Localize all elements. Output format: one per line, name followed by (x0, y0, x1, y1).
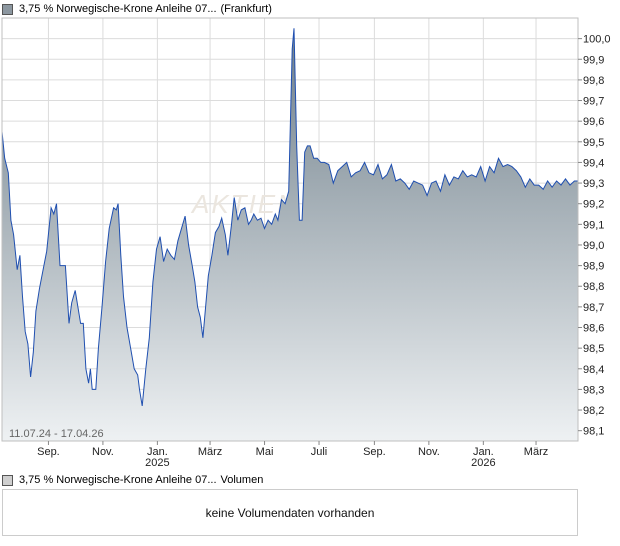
y-tick-label: 99,1 (583, 219, 604, 231)
volume-panel: keine Volumendaten vorhanden (2, 489, 578, 536)
volume-legend: 3,75 % Norwegische-Krone Anleihe 07... V… (2, 473, 263, 487)
y-tick-label: 98,8 (583, 281, 604, 293)
y-tick-label: 99,6 (583, 116, 604, 128)
x-year-label: 2025 (145, 457, 169, 469)
y-axis-ticks: 100,0 99,9 99,8 99,7 99,6 99,5 99,4 99,3 99,2 99,… (578, 34, 611, 438)
x-tick-label: Juli (311, 446, 328, 458)
no-volume-message: keine Volumendaten vorhanden (205, 505, 375, 520)
y-tick-label: 98,5 (583, 343, 604, 355)
y-tick-label: 98,2 (583, 405, 604, 417)
x-tick-label: März (524, 446, 548, 458)
x-tick-label: Nov. (92, 446, 114, 458)
y-tick-label: 98,4 (583, 364, 604, 376)
y-tick-label: 98,6 (583, 323, 604, 335)
volume-suffix-label: Volumen (220, 474, 264, 486)
price-line (1, 28, 578, 406)
x-tick-label: Jan. (147, 446, 168, 458)
x-tick-label: Jan. (473, 446, 494, 458)
y-tick-label: 99,2 (583, 199, 604, 211)
x-year-label: 2026 (471, 457, 495, 469)
y-tick-label: 99,8 (583, 75, 604, 87)
exchange-label: (Frankfurt) (220, 3, 272, 15)
y-tick-label: 99,4 (583, 157, 604, 169)
y-tick-label: 100,0 (583, 34, 611, 46)
plot-frame (1, 17, 579, 442)
y-tick-label: 98,1 (583, 426, 604, 438)
price-area (2, 28, 578, 442)
x-tick-label: März (198, 446, 222, 458)
x-tick-label: Sep. (363, 446, 386, 458)
y-tick-label: 98,7 (583, 302, 604, 314)
main-series-label: 3,75 % Norwegische-Krone Anleihe 07... (19, 3, 217, 15)
y-tick-label: 98,3 (583, 384, 604, 396)
y-tick-label: 99,9 (583, 54, 604, 66)
volume-series-label: 3,75 % Norwegische-Krone Anleihe 07... (19, 474, 217, 486)
main-series-swatch (2, 3, 13, 15)
x-tick-label: Mai (256, 446, 274, 458)
y-tick-label: 99,5 (583, 137, 604, 149)
x-tick-label: Nov. (418, 446, 440, 458)
y-tick-label: 99,3 (583, 178, 604, 190)
y-tick-label: 98,9 (583, 261, 604, 273)
main-chart-legend: 3,75 % Norwegische-Krone Anleihe 07... (… (2, 2, 272, 16)
y-tick-label: 99,7 (583, 96, 604, 108)
x-tick-label: Sep. (37, 446, 60, 458)
price-chart[interactable]: AKTIEN 100,099,999,899,799,699,599,499,3… (0, 0, 620, 470)
y-tick-label: 99,0 (583, 240, 604, 252)
volume-series-swatch (2, 474, 13, 486)
date-range-label: 11.07.24 - 17.04.26 (9, 428, 104, 440)
